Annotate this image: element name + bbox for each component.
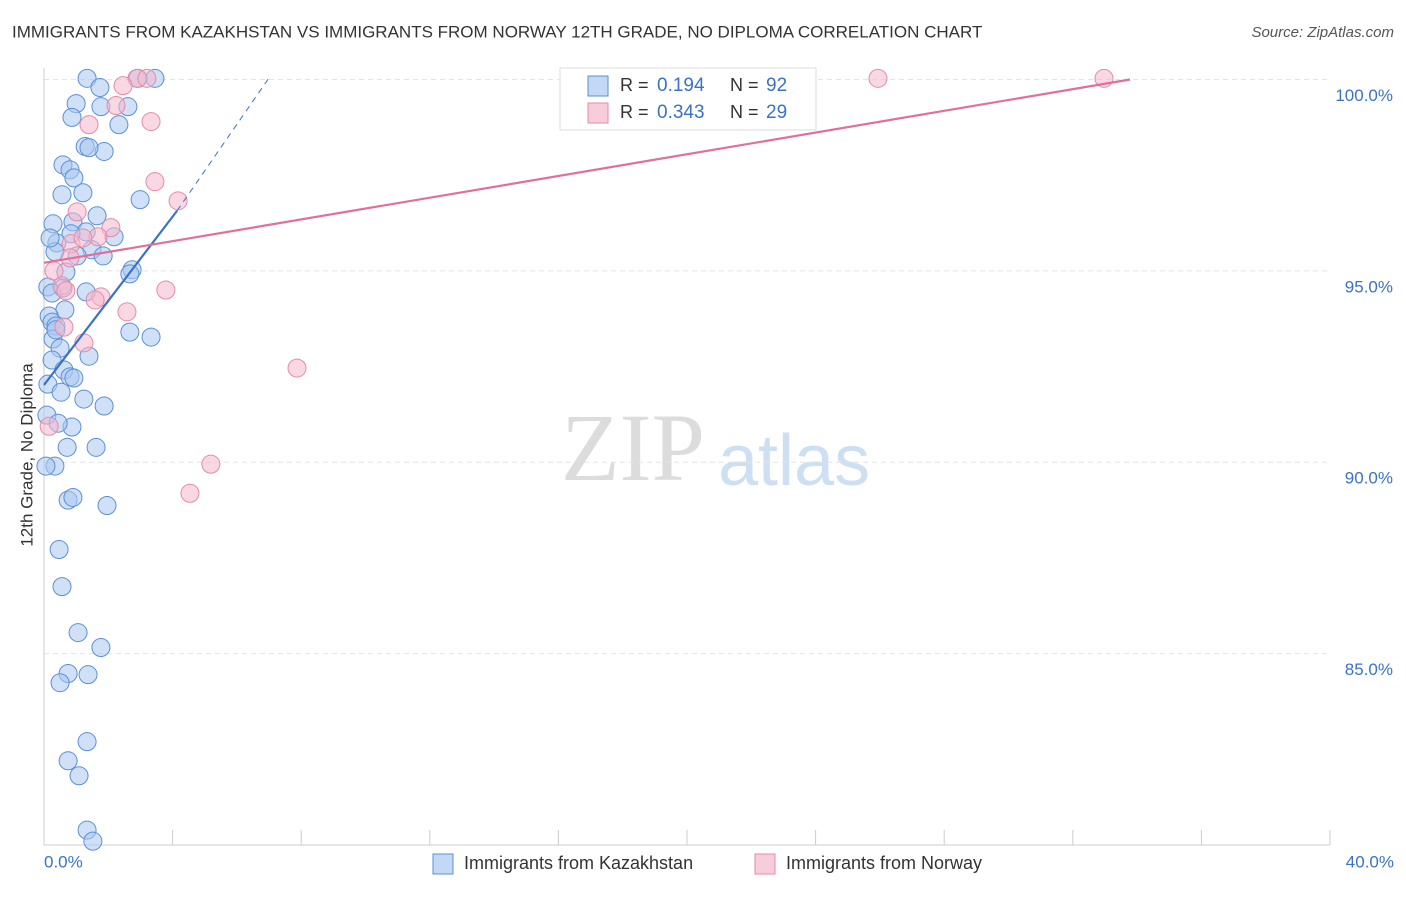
x-tick-label: 40.0% — [1346, 852, 1394, 871]
point — [39, 416, 59, 436]
point — [62, 107, 82, 127]
point — [79, 115, 99, 135]
y-axis-label: 12th Grade, No Diploma — [17, 363, 36, 547]
point — [52, 577, 72, 597]
legend-r: 0.194 — [657, 75, 705, 96]
point — [69, 766, 89, 786]
point — [90, 78, 110, 98]
point — [36, 456, 56, 476]
point — [109, 115, 129, 135]
point — [51, 382, 71, 402]
point — [50, 673, 70, 693]
trend-line — [43, 78, 1131, 264]
point — [54, 317, 74, 337]
point — [130, 190, 150, 210]
y-tick-label: 100.0% — [1335, 86, 1393, 105]
chart-title: IMMIGRANTS FROM KAZAKHSTAN VS IMMIGRANTS… — [12, 22, 982, 41]
point — [91, 637, 111, 657]
point — [868, 68, 888, 88]
point — [83, 831, 103, 851]
legend-swatch — [587, 75, 609, 97]
point — [87, 206, 107, 226]
point — [141, 112, 161, 132]
point — [73, 228, 93, 248]
legend-label: R = — [620, 75, 649, 95]
point — [106, 96, 126, 116]
y-tick-label: 85.0% — [1345, 660, 1393, 679]
point — [74, 389, 94, 409]
legend-entry: Immigrants from Norway — [786, 853, 982, 873]
point — [49, 540, 69, 560]
point — [137, 68, 157, 88]
point — [64, 368, 84, 388]
point — [57, 437, 77, 457]
point — [120, 322, 140, 342]
point — [86, 437, 106, 457]
legend-entry: Immigrants from Kazakhstan — [464, 853, 693, 873]
point — [74, 333, 94, 353]
x-tick-label: 0.0% — [44, 852, 83, 871]
point — [73, 183, 93, 203]
trend-line — [43, 210, 178, 386]
watermark: atlas — [718, 421, 870, 501]
y-tick-label: 90.0% — [1345, 469, 1393, 488]
legend-label: N = — [730, 75, 759, 95]
point — [94, 396, 114, 416]
point — [52, 185, 72, 205]
point — [64, 168, 84, 188]
point — [141, 327, 161, 347]
trend-line — [176, 76, 271, 212]
point — [180, 483, 200, 503]
point — [56, 281, 76, 301]
point — [58, 751, 78, 771]
point — [85, 290, 105, 310]
legend-swatch — [754, 853, 776, 875]
point — [156, 280, 176, 300]
point — [77, 68, 97, 88]
source: Source: ZipAtlas.com — [1251, 24, 1394, 41]
legend-swatch — [432, 853, 454, 875]
legend-label: R = — [620, 102, 649, 122]
legend-r: 0.343 — [657, 102, 705, 123]
legend-n: 29 — [766, 102, 787, 123]
point — [79, 138, 99, 158]
point — [97, 495, 117, 515]
point — [63, 487, 83, 507]
point — [78, 665, 98, 685]
point — [287, 358, 307, 378]
point — [113, 76, 133, 96]
point — [40, 228, 60, 248]
point — [68, 623, 88, 643]
watermark: ZIP — [561, 394, 705, 501]
point — [117, 302, 137, 322]
point — [77, 732, 97, 752]
legend-label: N = — [730, 102, 759, 122]
point — [67, 202, 87, 222]
legend-n: 92 — [766, 75, 787, 96]
point — [101, 218, 121, 238]
point — [201, 454, 221, 474]
point — [93, 246, 113, 266]
legend-swatch — [587, 102, 609, 124]
y-tick-label: 95.0% — [1345, 277, 1393, 296]
point — [145, 172, 165, 192]
